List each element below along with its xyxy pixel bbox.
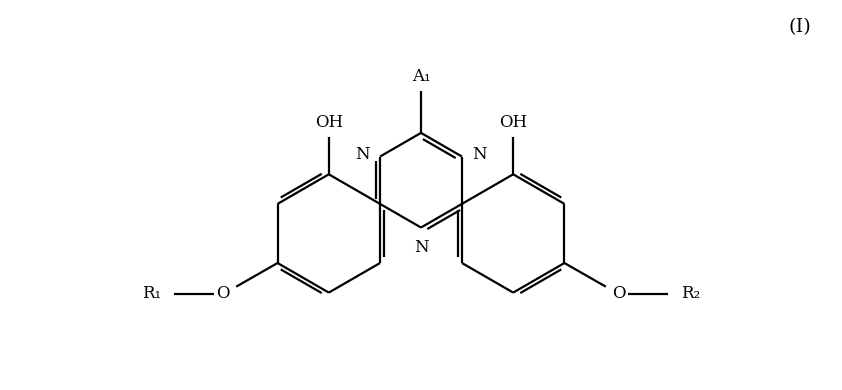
Text: R₂: R₂ (680, 285, 700, 302)
Text: O: O (216, 285, 230, 302)
Text: A₁: A₁ (412, 67, 430, 85)
Text: OH: OH (315, 114, 343, 131)
Text: N: N (355, 146, 370, 163)
Text: R₁: R₁ (142, 285, 162, 302)
Text: O: O (612, 285, 626, 302)
Text: OH: OH (499, 114, 527, 131)
Text: N: N (413, 239, 429, 256)
Text: N: N (472, 146, 487, 163)
Text: (I): (I) (788, 18, 811, 36)
